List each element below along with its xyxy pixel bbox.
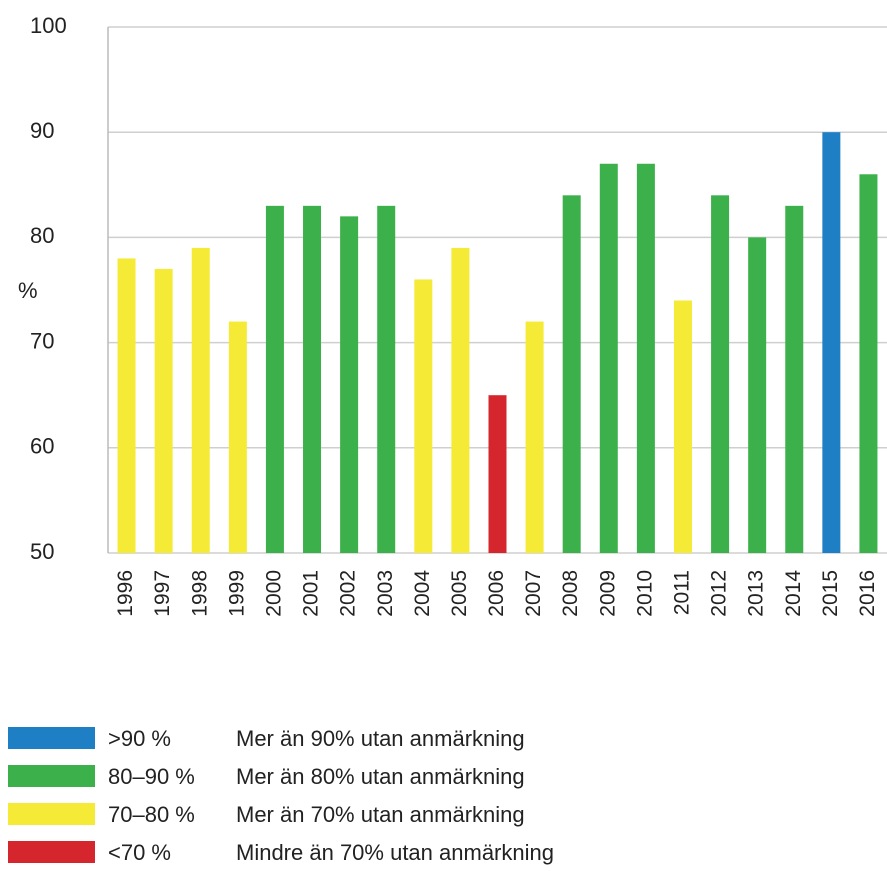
legend-label: <70 %	[108, 840, 171, 865]
bar	[228, 321, 247, 553]
x-tick-label: 2000	[262, 570, 285, 617]
y-tick-label: 60	[30, 434, 54, 459]
legend-label: 80–90 %	[108, 764, 195, 789]
bar	[117, 258, 136, 553]
y-tick-label: 70	[30, 328, 54, 353]
x-tick-label: 1999	[225, 570, 248, 617]
bar	[451, 247, 470, 554]
legend-swatch	[8, 803, 95, 825]
y-tick-label: 80	[30, 223, 54, 248]
x-tick-label: 2012	[708, 570, 731, 617]
bar	[340, 216, 359, 554]
x-tick-label: 2008	[559, 570, 582, 617]
bar	[525, 321, 544, 553]
legend-label: 70–80 %	[108, 802, 195, 827]
bar	[303, 205, 322, 553]
y-axis-label: %	[18, 278, 38, 303]
bar	[859, 174, 878, 553]
x-tick-label: 1996	[114, 570, 137, 617]
bar	[636, 163, 655, 553]
legend-label: >90 %	[108, 726, 171, 751]
legend-description: Mer än 90% utan anmärkning	[236, 726, 525, 751]
x-tick-label: 2016	[856, 570, 879, 617]
bar	[748, 237, 767, 553]
y-tick-label: 100	[30, 13, 67, 38]
bar	[599, 163, 618, 553]
y-tick-label: 90	[30, 118, 54, 143]
x-tick-label: 2002	[337, 570, 360, 617]
bar	[191, 247, 210, 554]
bar	[562, 195, 581, 553]
bar	[154, 268, 173, 553]
x-tick-label: 2007	[522, 570, 545, 617]
bar	[488, 395, 507, 553]
x-tick-label: 1997	[151, 570, 174, 617]
x-tick-label: 2014	[782, 570, 805, 617]
bar	[265, 205, 284, 553]
legend-swatch	[8, 727, 95, 749]
bar	[673, 300, 692, 553]
legend-swatch	[8, 841, 95, 863]
legend-swatch	[8, 765, 95, 787]
legend-description: Mer än 80% utan anmärkning	[236, 764, 525, 789]
x-tick-label: 1998	[188, 570, 211, 617]
x-tick-label: 2009	[596, 570, 619, 617]
x-tick-label: 2010	[633, 570, 656, 617]
x-tick-label: 2003	[374, 570, 397, 617]
y-tick-label: 50	[30, 539, 54, 564]
legend-description: Mindre än 70% utan anmärkning	[236, 840, 554, 865]
bar	[414, 279, 433, 553]
x-tick-label: 2006	[485, 570, 508, 617]
bar	[785, 205, 804, 553]
bar	[711, 195, 730, 553]
x-tick-label: 2011	[671, 570, 694, 615]
x-tick-label: 2001	[300, 570, 323, 617]
bar	[822, 132, 841, 553]
x-tick-label: 2013	[745, 570, 768, 617]
x-tick-label: 2015	[819, 570, 842, 617]
x-tick-label: 2004	[411, 570, 434, 617]
bar	[377, 205, 396, 553]
legend-description: Mer än 70% utan anmärkning	[236, 802, 525, 827]
x-tick-label: 2005	[448, 570, 471, 617]
